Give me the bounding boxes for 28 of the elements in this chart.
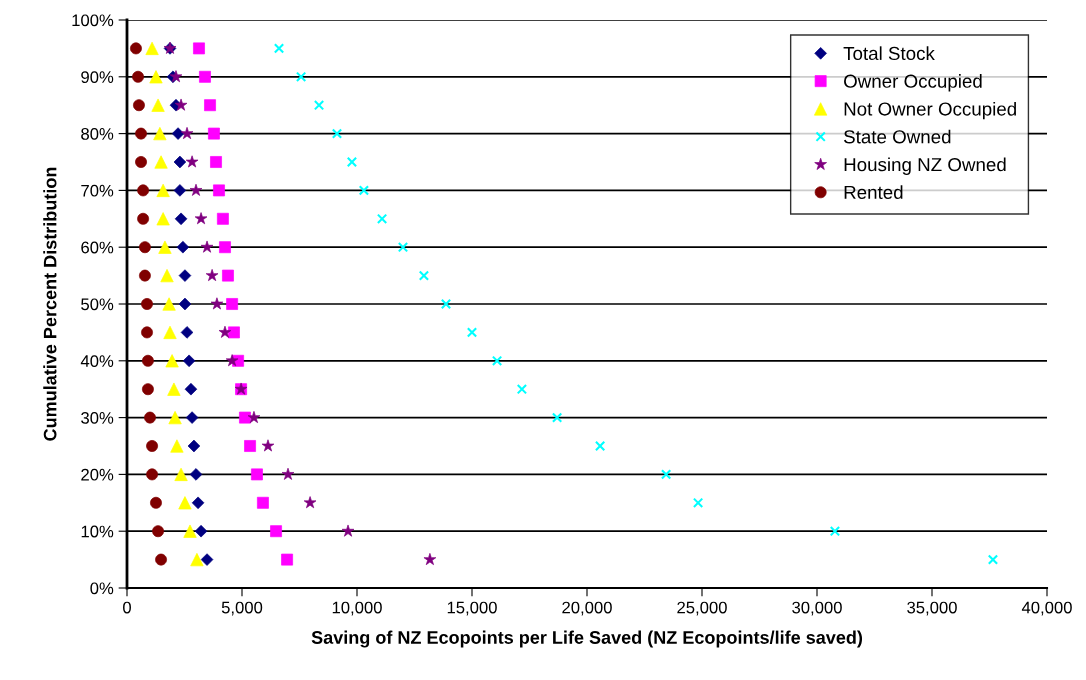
x-axis-title: Saving of NZ Ecopoints per Life Saved (NZ Ecopoints/life saved): [311, 630, 863, 648]
y-tick-label: 90%: [81, 71, 114, 83]
y-tick-label: 50%: [81, 298, 114, 311]
y-tick-label: 0%: [90, 582, 114, 595]
legend-label: Not Owner Occupied: [844, 101, 1016, 120]
legend-label: Owner Occupied: [844, 74, 982, 92]
legend-label: Housing NZ Owned: [844, 157, 1006, 175]
x-tick-label: 0: [123, 601, 131, 614]
y-tick-label: 100%: [72, 14, 114, 27]
x-tick-label: 20,000: [562, 601, 612, 616]
x-tick-label: 30,000: [792, 601, 842, 616]
y-tick-label: 70%: [81, 184, 114, 197]
legend-label: Total Stock: [843, 46, 935, 61]
y-tick-label: 20%: [81, 468, 114, 481]
y-tick-label: 80%: [81, 128, 114, 140]
x-tick-label: 10,000: [332, 601, 382, 616]
x-tick-label: 35,000: [907, 601, 957, 616]
x-tick-label: 5,000: [221, 601, 263, 616]
x-tick-label: 15,000: [447, 601, 497, 616]
y-tick-label: 60%: [81, 241, 114, 254]
y-axis-title: Cumulative Percent Distribution: [43, 167, 57, 441]
y-tick-label: 10%: [81, 525, 114, 538]
y-tick-label: 40%: [80, 355, 114, 367]
legend-label: Rented: [844, 185, 903, 200]
x-tick-label: 25,000: [677, 601, 727, 616]
legend-label: State Owned: [844, 129, 951, 144]
x-tick-label: 40,000: [1021, 601, 1072, 616]
y-tick-label: 30%: [81, 412, 114, 424]
